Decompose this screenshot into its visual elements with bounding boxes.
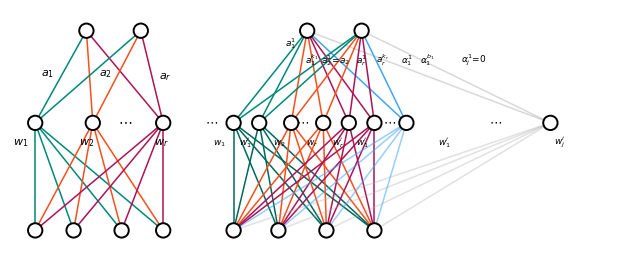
Text: $a_r^{k_r}$: $a_r^{k_r}$ <box>376 52 390 68</box>
Ellipse shape <box>399 116 413 130</box>
Ellipse shape <box>156 116 170 130</box>
Text: $w_1$: $w_1$ <box>13 137 28 149</box>
Ellipse shape <box>28 223 42 238</box>
Text: $a_1^1$: $a_1^1$ <box>285 36 297 51</box>
Text: $w_r$: $w_r$ <box>306 138 319 149</box>
Text: $w_1'$: $w_1'$ <box>438 137 451 150</box>
Text: $\cdots$: $\cdots$ <box>490 115 502 128</box>
Text: $\cdots$: $\cdots$ <box>118 115 132 129</box>
Text: $\cdots$: $\cdots$ <box>296 115 309 128</box>
Text: $a_r$: $a_r$ <box>159 71 172 83</box>
Text: $w_2$: $w_2$ <box>79 137 94 149</box>
Ellipse shape <box>543 116 557 130</box>
Ellipse shape <box>252 116 266 130</box>
Ellipse shape <box>227 223 241 238</box>
Ellipse shape <box>86 116 100 130</box>
Ellipse shape <box>156 223 170 238</box>
Ellipse shape <box>300 24 314 38</box>
Text: $a_r^1$: $a_r^1$ <box>356 53 367 68</box>
Text: $\alpha_j^1\!=\!0$: $\alpha_j^1\!=\!0$ <box>461 52 486 68</box>
Text: $w_1'$: $w_1'$ <box>239 137 252 150</box>
Ellipse shape <box>67 223 81 238</box>
Text: $w_r$: $w_r$ <box>154 137 168 149</box>
Text: $a_2$: $a_2$ <box>99 68 112 80</box>
Ellipse shape <box>227 116 241 130</box>
Ellipse shape <box>271 223 285 238</box>
Ellipse shape <box>28 116 42 130</box>
Ellipse shape <box>367 116 381 130</box>
Text: $w_1$: $w_1$ <box>213 138 226 149</box>
Ellipse shape <box>134 24 148 38</box>
Ellipse shape <box>115 223 129 238</box>
Ellipse shape <box>367 223 381 238</box>
Ellipse shape <box>355 24 369 38</box>
Text: $\cdots$: $\cdots$ <box>205 115 218 128</box>
Text: $a_2^1\!=\!a_2$: $a_2^1\!=\!a_2$ <box>321 53 351 68</box>
Text: $w_1'$: $w_1'$ <box>356 137 369 150</box>
Ellipse shape <box>319 223 333 238</box>
Text: $w_j'$: $w_j'$ <box>554 136 566 151</box>
Text: $w_r'$: $w_r'$ <box>332 137 344 150</box>
Text: $\alpha_1^1$: $\alpha_1^1$ <box>401 53 413 68</box>
Ellipse shape <box>79 24 93 38</box>
Text: $a_1$: $a_1$ <box>42 68 54 80</box>
Ellipse shape <box>284 116 298 130</box>
Text: $\cdots$: $\cdots$ <box>383 115 396 128</box>
Text: $w_2$: $w_2$ <box>273 138 286 149</box>
Ellipse shape <box>342 116 356 130</box>
Text: $a_1^{k_1}$: $a_1^{k_1}$ <box>305 52 319 68</box>
Text: $\alpha_1^{b_1}$: $\alpha_1^{b_1}$ <box>420 52 435 68</box>
Ellipse shape <box>316 116 330 130</box>
